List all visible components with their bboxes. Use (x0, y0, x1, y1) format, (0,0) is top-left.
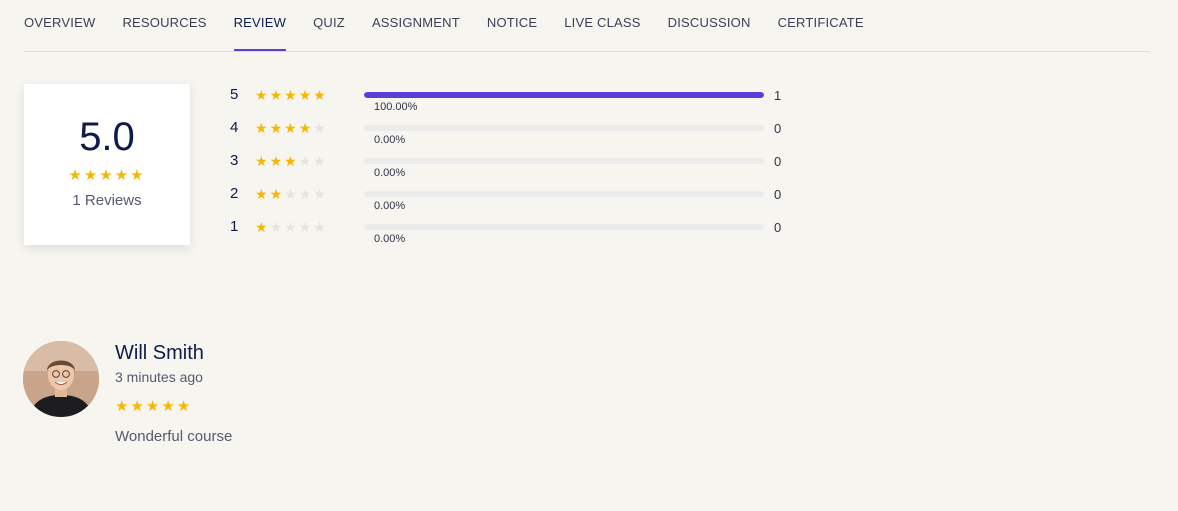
review-stars: ★★★★★ (115, 397, 192, 415)
star-icon: ★ (115, 397, 131, 415)
rating-level: 5 (230, 86, 239, 103)
empty-star-icon: ★ (284, 220, 299, 236)
rating-bar-track (364, 224, 764, 230)
rating-percent: 0.00% (374, 233, 406, 245)
empty-star-icon: ★ (298, 154, 314, 170)
star-icon: ★ (269, 154, 285, 170)
rating-level: 4 (230, 119, 239, 136)
rating-stars: ★★★★★ (255, 154, 328, 170)
star-icon: ★ (114, 166, 131, 184)
empty-star-icon: ★ (284, 187, 299, 203)
star-icon: ★ (130, 397, 146, 415)
empty-star-icon: ★ (313, 154, 328, 170)
rating-level: 2 (230, 185, 239, 202)
star-icon: ★ (298, 88, 314, 104)
rating-bar-track (364, 92, 764, 98)
rating-stars: ★★★★★ (255, 187, 328, 203)
star-icon: ★ (255, 220, 270, 236)
rating-row-3: 3 ★★★★★ 0.00% 0 (230, 152, 790, 185)
star-icon: ★ (298, 121, 314, 137)
star-icon: ★ (284, 121, 299, 137)
star-icon: ★ (255, 88, 270, 104)
empty-star-icon: ★ (298, 187, 314, 203)
star-icon: ★ (145, 397, 162, 415)
rating-bar-fill (364, 92, 764, 98)
tab-quiz[interactable]: QUIZ (313, 15, 345, 30)
review-count: 1 Reviews (72, 192, 142, 209)
rating-bar-track (364, 191, 764, 197)
rating-row-2: 2 ★★★★★ 0.00% 0 (230, 185, 790, 218)
rating-breakdown: 5 ★★★★★ 100.00% 1 4 ★★★★★ 0.00% 0 3 ★★★★… (230, 86, 790, 251)
rating-percent: 0.00% (374, 200, 406, 212)
star-icon: ★ (269, 187, 285, 203)
rating-count: 0 (774, 220, 782, 235)
avatar (23, 341, 99, 417)
rating-stars: ★★★★★ (255, 121, 328, 137)
rating-row-5: 5 ★★★★★ 100.00% 1 (230, 86, 790, 119)
star-icon: ★ (255, 187, 270, 203)
tab-overview[interactable]: OVERVIEW (24, 15, 96, 30)
tab-live-class[interactable]: LIVE CLASS (564, 15, 641, 30)
review-time: 3 minutes ago (115, 369, 203, 385)
star-icon: ★ (269, 88, 285, 104)
empty-star-icon: ★ (313, 220, 328, 236)
rating-level: 3 (230, 152, 239, 169)
rating-count: 1 (774, 88, 782, 103)
star-icon: ★ (99, 166, 115, 184)
star-icon: ★ (255, 154, 270, 170)
course-tabs: OVERVIEW RESOURCES REVIEW QUIZ ASSIGNMEN… (24, 0, 1150, 52)
empty-star-icon: ★ (298, 220, 314, 236)
empty-star-icon: ★ (313, 121, 328, 137)
average-rating: 5.0 (79, 115, 135, 159)
star-icon: ★ (313, 88, 328, 104)
star-icon: ★ (176, 397, 193, 415)
rating-percent: 0.00% (374, 167, 406, 179)
star-icon: ★ (161, 397, 177, 415)
rating-bar-track (364, 158, 764, 164)
rating-row-1: 1 ★★★★★ 0.00% 0 (230, 218, 790, 251)
rating-count: 0 (774, 121, 782, 136)
rating-stars: ★★★★★ (255, 88, 328, 104)
average-stars: ★★★★★ (24, 166, 190, 184)
star-icon: ★ (284, 88, 299, 104)
tab-assignment[interactable]: ASSIGNMENT (371, 15, 460, 30)
rating-stars: ★★★★★ (255, 220, 328, 236)
tab-certificate[interactable]: CERTIFICATE (777, 15, 864, 30)
tab-notice[interactable]: NOTICE (486, 15, 538, 30)
star-icon: ★ (269, 121, 285, 137)
star-icon: ★ (130, 166, 146, 184)
star-icon: ★ (68, 166, 84, 184)
star-icon: ★ (284, 154, 299, 170)
tab-resources[interactable]: RESOURCES (122, 15, 207, 30)
rating-count: 0 (774, 154, 782, 169)
star-icon: ★ (83, 166, 100, 184)
reviewer-name: Will Smith (115, 342, 204, 364)
rating-row-4: 4 ★★★★★ 0.00% 0 (230, 119, 790, 152)
rating-percent: 100.00% (374, 101, 418, 113)
rating-count: 0 (774, 187, 782, 202)
rating-level: 1 (230, 218, 239, 235)
review-comment: Wonderful course (115, 428, 233, 445)
tab-review[interactable]: REVIEW (233, 0, 287, 51)
rating-summary-card: 5.0 ★★★★★ 1 Reviews (24, 84, 190, 245)
tab-discussion[interactable]: DISCUSSION (667, 15, 751, 30)
star-icon: ★ (255, 121, 270, 137)
rating-percent: 0.00% (374, 134, 406, 146)
empty-star-icon: ★ (313, 187, 328, 203)
user-photo-icon (23, 341, 99, 417)
empty-star-icon: ★ (269, 220, 285, 236)
rating-bar-track (364, 125, 764, 131)
